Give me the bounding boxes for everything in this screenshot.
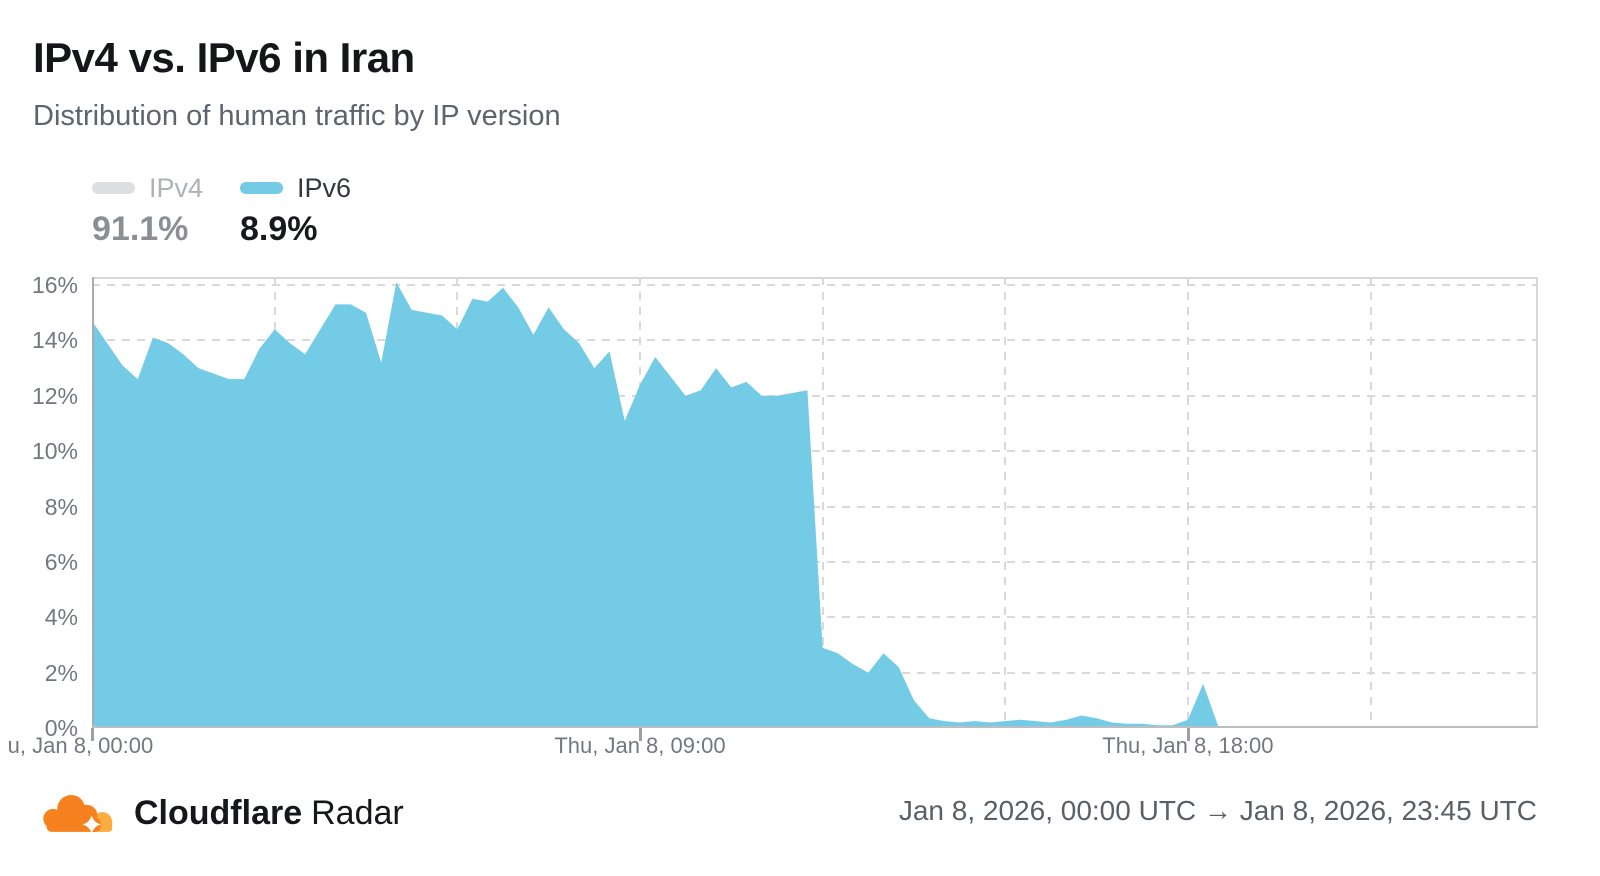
brand-text: Cloudflare Radar (134, 794, 404, 833)
page-title: IPv4 vs. IPv6 in Iran (33, 34, 415, 81)
h-gridline (92, 284, 1538, 286)
y-axis-label: 8% (44, 493, 78, 520)
legend-value: 8.9% (240, 210, 318, 248)
legend-item-ipv4[interactable]: IPv4 91.1% (92, 172, 203, 249)
legend-label: IPv4 (149, 172, 204, 203)
page-subtitle: Distribution of human traffic by IP vers… (33, 100, 561, 132)
date-range-label: Jan 8, 2026, 00:00 UTC → Jan 8, 2026, 23… (898, 795, 1537, 826)
brand-cloudflare: Cloudflare (134, 793, 303, 832)
ipv6-area-series (92, 282, 1538, 728)
v-gridline (1004, 277, 1007, 728)
y-axis-label: 2% (44, 659, 78, 686)
y-axis-label: 12% (31, 382, 78, 409)
y-axis-label: 6% (44, 548, 78, 575)
h-gridline (92, 505, 1538, 508)
legend-swatch-ipv6 (240, 182, 283, 194)
chart-plot-area[interactable] (91, 277, 1538, 741)
x-axis-line (92, 726, 1538, 728)
legend-value: 91.1% (92, 210, 189, 248)
h-gridline (92, 394, 1538, 397)
y-axis-line (92, 277, 94, 730)
brand-radar: Radar (311, 793, 404, 832)
y-axis-label: 0% (44, 715, 78, 741)
legend-label: IPv6 (297, 172, 352, 203)
x-axis-label: Thu, Jan 8, 00:00 (8, 733, 154, 758)
h-gridline (92, 339, 1538, 342)
v-gridline (1369, 277, 1372, 728)
x-axis-tick (91, 728, 94, 741)
y-axis-label: 14% (31, 327, 78, 354)
y-axis-label: 10% (31, 438, 78, 465)
v-gridline (1186, 277, 1189, 728)
x-axis-tick (1186, 728, 1190, 741)
legend-swatch-ipv4 (92, 182, 135, 194)
y-axis-label: 16% (31, 272, 78, 298)
y-axis-label: 4% (44, 604, 78, 631)
cloudflare-logo-icon (43, 794, 113, 834)
x-axis-tick (638, 728, 642, 741)
legend-item-ipv6[interactable]: IPv6 8.9% (240, 172, 351, 249)
h-gridline (92, 450, 1538, 453)
v-gridline (821, 277, 824, 728)
cloudflare-radar-link[interactable]: Cloudflare Radar (40, 788, 404, 838)
